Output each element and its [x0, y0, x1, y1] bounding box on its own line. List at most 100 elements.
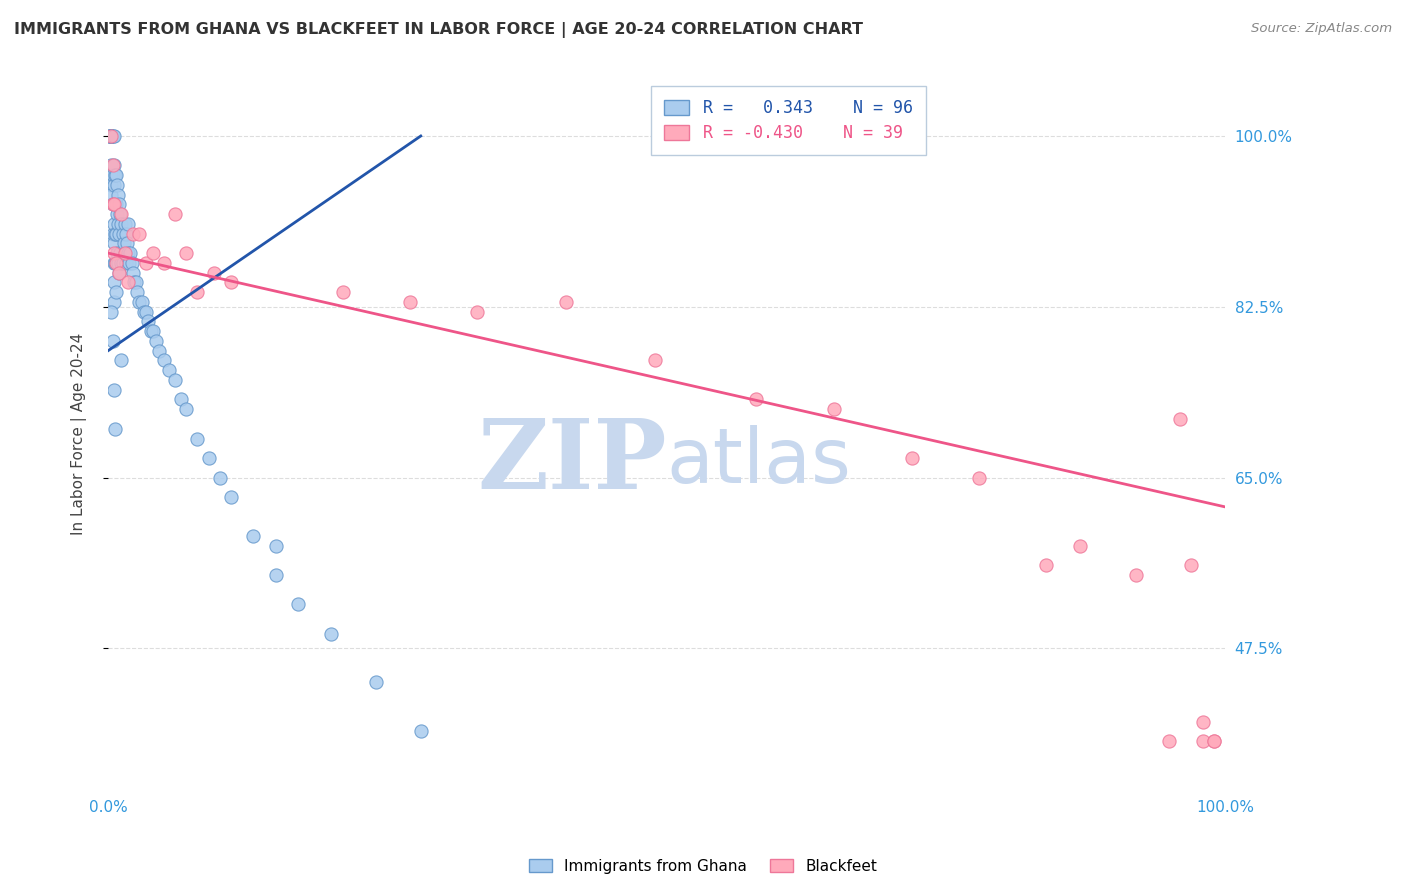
Point	[136, 314, 159, 328]
Point	[118, 256, 141, 270]
Point	[107, 187, 129, 202]
Point	[121, 256, 143, 270]
Point	[103, 197, 125, 211]
Point	[103, 197, 125, 211]
Point	[98, 128, 121, 143]
Point	[127, 285, 149, 300]
Point	[100, 128, 122, 143]
Point	[104, 285, 127, 300]
Point	[114, 246, 136, 260]
Point	[332, 285, 354, 300]
Point	[110, 246, 132, 260]
Point	[901, 450, 924, 465]
Point	[107, 256, 129, 270]
Point	[100, 128, 122, 143]
Point	[110, 217, 132, 231]
Point	[967, 470, 990, 484]
Point	[101, 197, 124, 211]
Point	[104, 256, 127, 270]
Point	[555, 294, 578, 309]
Point	[364, 675, 387, 690]
Point	[103, 256, 125, 270]
Point	[264, 568, 287, 582]
Point	[100, 304, 122, 318]
Point	[165, 373, 187, 387]
Point	[1069, 539, 1091, 553]
Point	[107, 217, 129, 231]
Point	[100, 128, 122, 143]
Point	[103, 294, 125, 309]
Point	[103, 158, 125, 172]
Point	[135, 256, 157, 270]
Point	[100, 178, 122, 192]
Point	[1125, 568, 1147, 582]
Point	[105, 246, 128, 260]
Point	[120, 246, 142, 260]
Point	[219, 276, 242, 290]
Point	[103, 128, 125, 143]
Point	[1168, 412, 1191, 426]
Point	[100, 128, 122, 143]
Point	[1202, 734, 1225, 748]
Point	[128, 227, 150, 241]
Point	[111, 256, 134, 270]
Point	[197, 450, 219, 465]
Point	[264, 539, 287, 553]
Point	[142, 324, 165, 338]
Point	[1035, 558, 1057, 573]
Point	[139, 324, 162, 338]
Point	[100, 187, 122, 202]
Point	[148, 343, 170, 358]
Point	[1191, 714, 1213, 729]
Point	[165, 207, 187, 221]
Point	[398, 294, 420, 309]
Point	[98, 128, 121, 143]
Point	[644, 353, 666, 368]
Point	[122, 276, 145, 290]
Point	[100, 128, 122, 143]
Point	[98, 128, 121, 143]
Point	[208, 470, 231, 484]
Point	[103, 236, 125, 251]
Point	[101, 227, 124, 241]
Point	[104, 256, 127, 270]
Point	[103, 178, 125, 192]
Point	[287, 598, 309, 612]
Text: atlas: atlas	[666, 425, 852, 500]
Point	[121, 266, 143, 280]
Point	[125, 276, 148, 290]
Point	[115, 236, 138, 251]
Point	[186, 285, 208, 300]
Point	[101, 158, 124, 172]
Point	[131, 294, 153, 309]
Point	[1202, 734, 1225, 748]
Point	[117, 217, 139, 231]
Point	[104, 197, 127, 211]
Point	[103, 246, 125, 260]
Point	[110, 353, 132, 368]
Point	[202, 266, 225, 280]
Point	[159, 363, 181, 377]
Point	[104, 168, 127, 182]
Point	[103, 383, 125, 397]
Point	[409, 724, 432, 739]
Point	[103, 276, 125, 290]
Legend: R =   0.343    N = 96, R = -0.430    N = 39: R = 0.343 N = 96, R = -0.430 N = 39	[651, 86, 927, 155]
Point	[174, 402, 197, 417]
Text: IMMIGRANTS FROM GHANA VS BLACKFEET IN LABOR FORCE | AGE 20-24 CORRELATION CHART: IMMIGRANTS FROM GHANA VS BLACKFEET IN LA…	[14, 22, 863, 38]
Point	[121, 227, 143, 241]
Point	[219, 490, 242, 504]
Legend: Immigrants from Ghana, Blackfeet: Immigrants from Ghana, Blackfeet	[523, 853, 883, 880]
Point	[142, 246, 165, 260]
Point	[132, 304, 155, 318]
Point	[128, 294, 150, 309]
Point	[153, 256, 176, 270]
Point	[101, 168, 124, 182]
Point	[104, 197, 127, 211]
Point	[108, 266, 131, 280]
Point	[108, 266, 131, 280]
Point	[823, 402, 845, 417]
Point	[100, 128, 122, 143]
Point	[115, 256, 138, 270]
Point	[114, 217, 136, 231]
